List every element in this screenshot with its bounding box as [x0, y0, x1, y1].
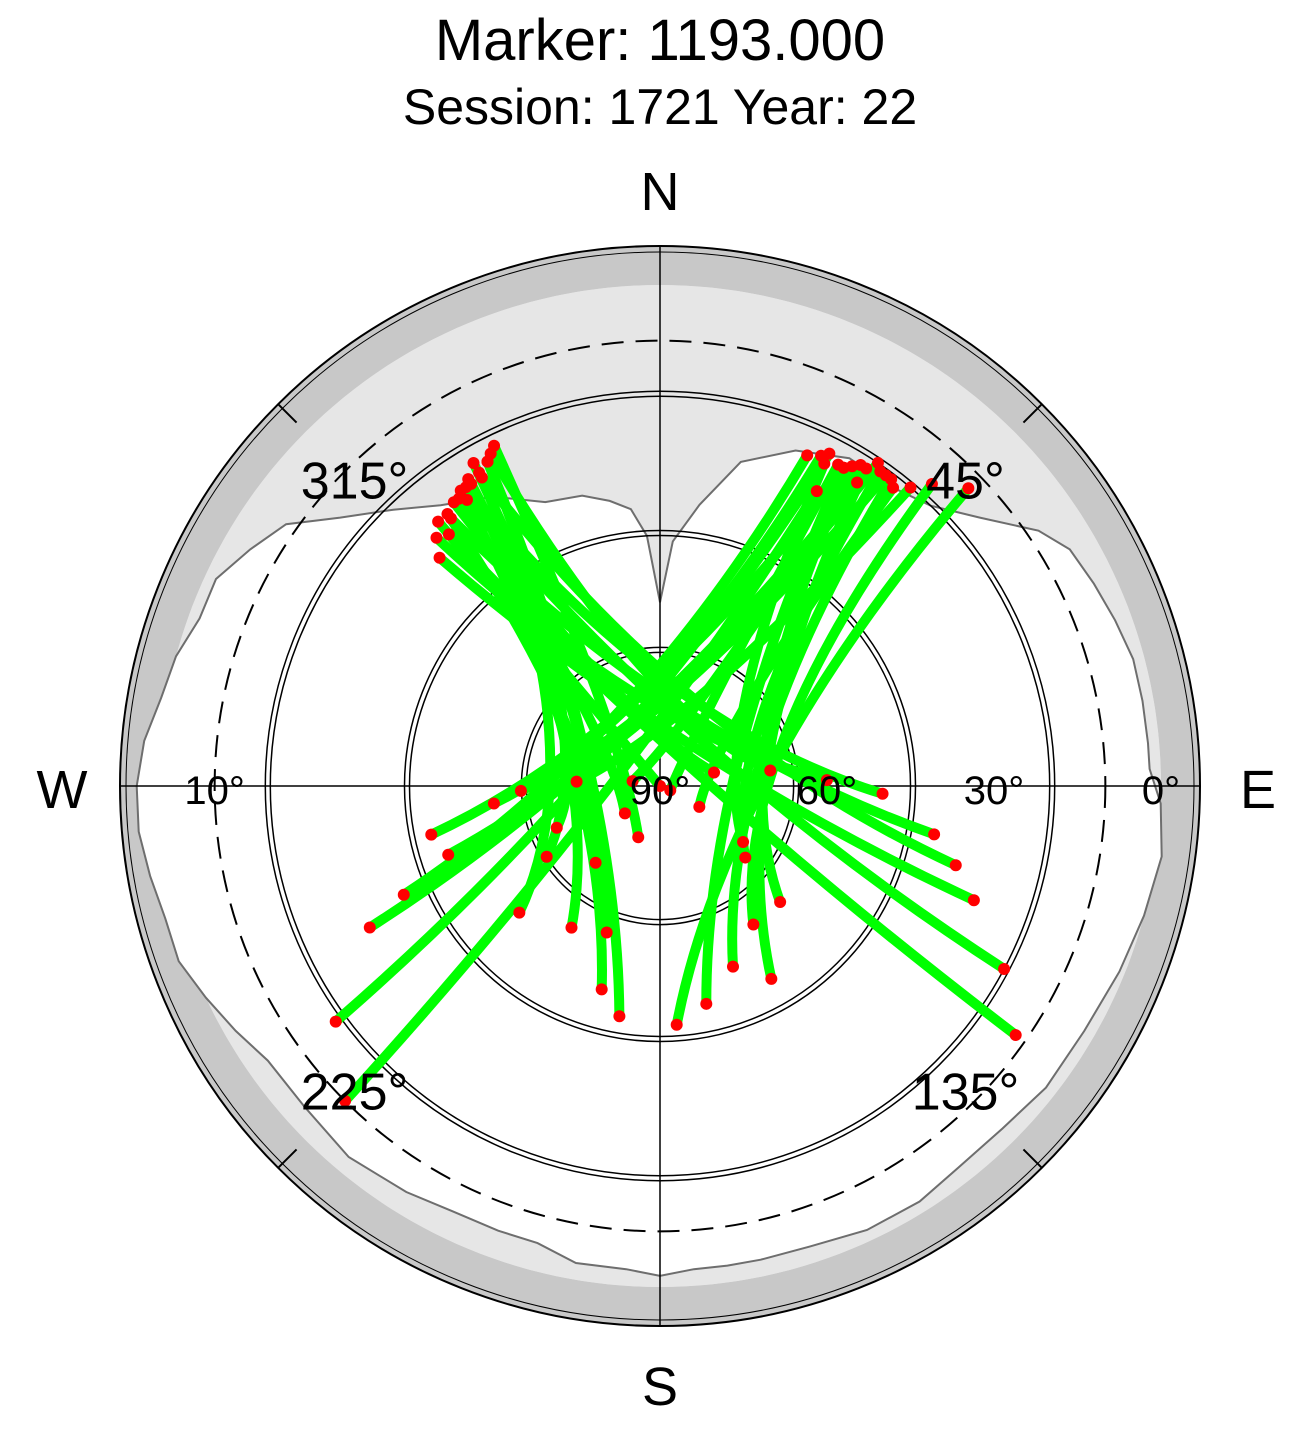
- elevation-labels: 0° 30° 60° 90° 10°: [184, 769, 1180, 813]
- track-start-point: [430, 531, 443, 544]
- track-start-point: [874, 465, 887, 478]
- track-end-point: [626, 775, 639, 788]
- track-start-point: [925, 477, 938, 490]
- track-end-point: [540, 850, 553, 863]
- north-label: N: [641, 162, 680, 222]
- track-end-point: [693, 800, 706, 813]
- track-end-point: [487, 797, 500, 810]
- elevation-label: 60°: [797, 769, 858, 813]
- satellite-track: [665, 459, 844, 796]
- horizon-mask-fill: [136, 285, 1162, 1287]
- track-end-point: [708, 766, 721, 779]
- track-end-point: [1009, 1029, 1022, 1042]
- track-end-point: [513, 906, 526, 919]
- track-end-point: [425, 828, 438, 841]
- elevation-label: 90°: [630, 769, 691, 813]
- satellite-track: [746, 478, 937, 930]
- azimuth-label: 45°: [926, 453, 1005, 511]
- track-start-point: [904, 481, 917, 494]
- track-end-point: [550, 821, 563, 834]
- track-end-point: [600, 926, 613, 939]
- track-end-point: [397, 888, 410, 901]
- track-end-point: [664, 784, 677, 797]
- azimuth-label: 135°: [912, 1063, 1020, 1121]
- track-end-point: [363, 921, 376, 934]
- track-end-point: [613, 1010, 626, 1023]
- track-start-point: [484, 447, 497, 460]
- track-start-point: [444, 512, 457, 525]
- track-start-point: [447, 496, 460, 509]
- azimuth-tick: [277, 403, 298, 424]
- track-start-point: [433, 551, 446, 564]
- track-end-point: [876, 787, 889, 800]
- track-end-point: [632, 831, 645, 844]
- chart-title: Marker: 1193.000: [435, 8, 885, 73]
- track-end-point: [565, 921, 578, 934]
- track-start-point: [818, 457, 831, 470]
- track-end-point: [737, 836, 750, 849]
- elevation-label: 0°: [1142, 769, 1180, 813]
- track-start-point: [442, 528, 455, 541]
- track-end-point: [774, 896, 787, 909]
- azimuth-label: 225°: [301, 1063, 409, 1121]
- track-end-point: [949, 859, 962, 872]
- track-end-point: [595, 983, 608, 996]
- azimuth-label: 315°: [301, 453, 409, 511]
- track-end-point: [967, 894, 980, 907]
- track-end-point: [329, 1015, 342, 1028]
- chart-subtitle: Session: 1721 Year: 22: [403, 79, 917, 135]
- track-end-point: [820, 774, 833, 787]
- track-end-point: [764, 764, 777, 777]
- west-label: W: [37, 760, 88, 820]
- track-start-point: [473, 466, 486, 479]
- track-start-point: [460, 493, 473, 506]
- track-end-point: [442, 848, 455, 861]
- azimuth-labels: 45° 135° 225° 315°: [301, 453, 1020, 1122]
- satellite-track: [443, 529, 1021, 1041]
- track-end-point: [670, 1018, 683, 1031]
- track-start-point: [467, 456, 480, 469]
- satellite-track: [474, 467, 961, 871]
- track-start-point: [885, 473, 898, 486]
- track-end-point: [618, 807, 631, 820]
- elevation-label: 30°: [964, 769, 1025, 813]
- track-end-point: [747, 918, 760, 931]
- track-start-point: [851, 476, 864, 489]
- track-end-point: [765, 972, 778, 985]
- track-end-point: [998, 962, 1011, 975]
- track-end-point: [700, 997, 713, 1010]
- track-end-point: [589, 856, 602, 869]
- track-start-point: [801, 449, 814, 462]
- satellite-track: [434, 552, 979, 906]
- satellite-track: [445, 513, 940, 840]
- azimuth-tick: [277, 1148, 298, 1169]
- track-start-point: [810, 485, 823, 498]
- track-end-point: [654, 780, 666, 792]
- satellite-tracks: [330, 440, 1021, 1106]
- azimuth-tick: [1022, 403, 1043, 424]
- track-start-point: [837, 461, 850, 474]
- track-end-point: [339, 1094, 352, 1107]
- track-end-point: [928, 828, 941, 841]
- elevation-label: 10°: [184, 769, 245, 813]
- track-end-point: [514, 784, 527, 797]
- track-end-point: [726, 960, 739, 973]
- azimuth-tick: [1022, 1148, 1043, 1169]
- track-start-point: [432, 515, 445, 528]
- satellite-track: [461, 494, 1010, 974]
- track-start-point: [962, 482, 975, 495]
- track-end-point: [739, 851, 752, 864]
- east-label: E: [1240, 760, 1276, 820]
- track-endpoints: [329, 439, 1022, 1107]
- south-label: S: [642, 1357, 678, 1417]
- satellite-track: [757, 461, 858, 908]
- track-start-point: [459, 481, 472, 494]
- track-start-point: [860, 462, 873, 475]
- track-end-point: [570, 775, 583, 788]
